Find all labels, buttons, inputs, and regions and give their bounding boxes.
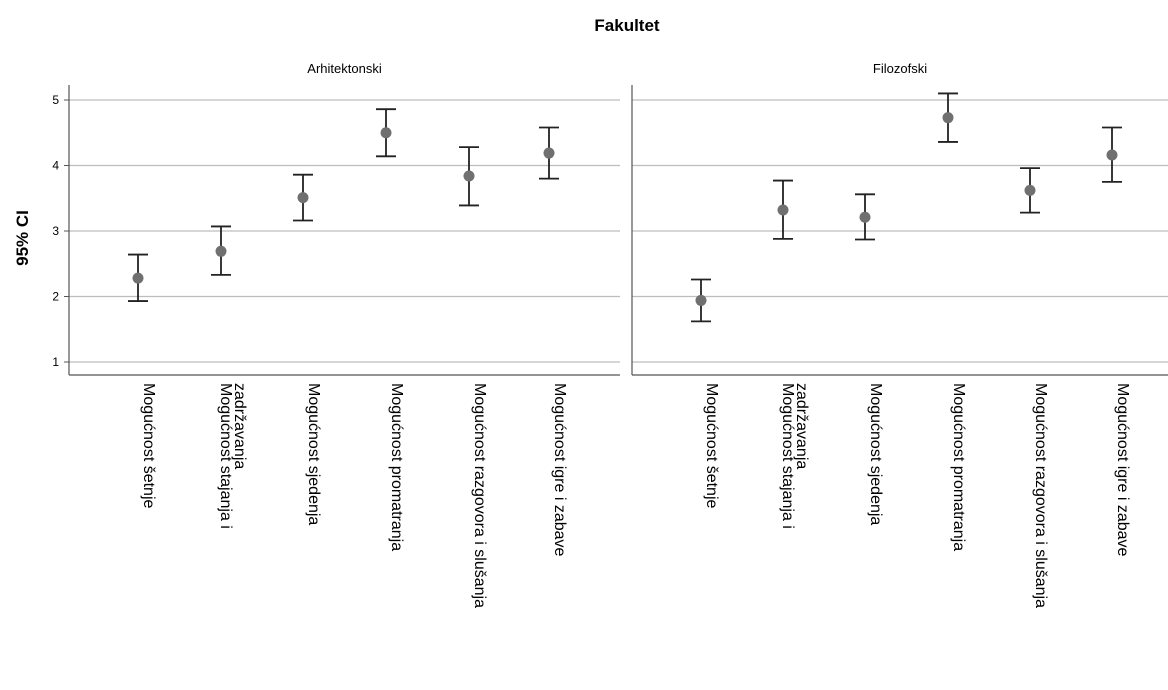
x-category-line: Mogućnost šetnje <box>703 383 720 509</box>
x-category-line: Mogućnost razgovora i slušanja <box>471 383 488 608</box>
y-tick-label: 1 <box>52 355 59 369</box>
x-category-label: Mogućnost igre i zabave <box>1114 383 1131 557</box>
x-category-line: Mogućnost stajanja i <box>779 383 796 529</box>
panel-title: Arhitektonski <box>307 61 382 76</box>
mean-point <box>463 170 475 182</box>
mean-point <box>543 147 555 159</box>
x-category-line: Mogućnost šetnje <box>140 383 157 509</box>
panel-title: Filozofski <box>873 61 927 76</box>
mean-point <box>1024 184 1036 196</box>
x-category-line: zadržavanja <box>231 383 248 469</box>
x-category-label: Mogućnost razgovora i slušanja <box>1032 383 1049 608</box>
panel-filozofski: Filozofski Mogućnost šetnje Mogućnost staj… <box>631 61 1168 608</box>
x-category-line: Mogućnost promatranja <box>388 383 405 551</box>
x-category-line: Mogućnost sjedenja <box>305 383 322 525</box>
x-category-line: Mogućnost sjedenja <box>867 383 884 525</box>
x-category-label: Mogućnost stajanja izadržavanja <box>779 383 810 529</box>
mean-point <box>1106 149 1118 161</box>
mean-point <box>777 204 789 216</box>
x-category-line: Mogućnost stajanja i <box>217 383 234 529</box>
x-category-label: Mogućnost promatranja <box>388 383 405 551</box>
y-tick-label: 5 <box>52 93 59 107</box>
panel-arhitektonski: Arhitektonski 1 2 3 4 5 Mogućnost šetnje Mogućn… <box>52 61 620 608</box>
x-category-label: Mogućnost šetnje <box>703 383 720 509</box>
x-category-label: Mogućnost stajanja izadržavanja <box>217 383 248 529</box>
x-category-label: Mogućnost šetnje <box>140 383 157 509</box>
x-category-line: Mogućnost igre i zabave <box>1114 383 1131 557</box>
x-category-line: Mogućnost promatranja <box>950 383 967 551</box>
mean-point <box>695 294 707 306</box>
x-category-line: zadržavanja <box>793 383 810 469</box>
x-category-line: Mogućnost razgovora i slušanja <box>1032 383 1049 608</box>
y-tick-label: 3 <box>52 224 59 238</box>
x-category-label: Mogućnost igre i zabave <box>551 383 568 557</box>
mean-point <box>132 272 144 284</box>
chart-title: Fakultet <box>594 16 660 35</box>
y-axis-label: 95% CI <box>13 210 32 266</box>
mean-point <box>380 127 392 139</box>
x-category-label: Mogućnost razgovora i slušanja <box>471 383 488 608</box>
x-category-label: Mogućnost sjedenja <box>867 383 884 525</box>
mean-point <box>859 211 871 223</box>
mean-point <box>215 245 227 257</box>
x-category-line: Mogućnost igre i zabave <box>551 383 568 557</box>
x-category-label: Mogućnost promatranja <box>950 383 967 551</box>
mean-point <box>942 112 954 124</box>
panels-layer: Arhitektonski 1 2 3 4 5 Mogućnost šetnje Mogućn… <box>52 61 1168 608</box>
x-category-label: Mogućnost sjedenja <box>305 383 322 525</box>
mean-point <box>297 192 309 204</box>
y-tick-label: 2 <box>52 290 59 304</box>
y-tick-label: 4 <box>52 159 59 173</box>
